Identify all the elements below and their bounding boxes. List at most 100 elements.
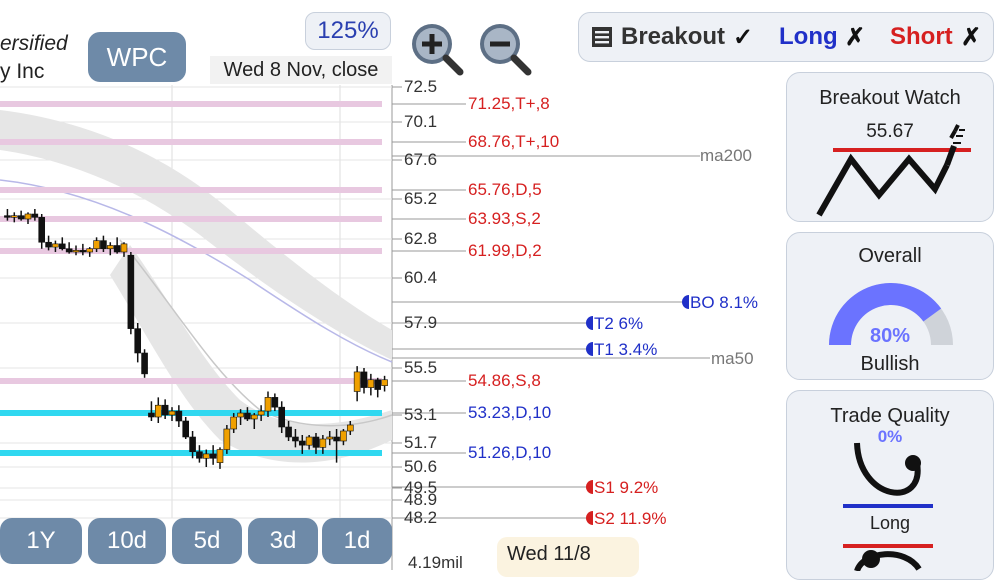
short-status-label: Short (890, 23, 953, 50)
candle-10 (72, 245, 80, 256)
support-resistance-lines (0, 101, 710, 519)
candle-41 (285, 421, 292, 441)
candle-1 (10, 212, 18, 223)
overall-gauge (829, 283, 953, 345)
candle-7 (52, 240, 59, 252)
marker-dot-3 (586, 480, 593, 494)
candle-6 (45, 235, 52, 251)
long-status-label: Long (779, 23, 838, 50)
overall-verdict: Bullish (860, 353, 920, 375)
candle-40 (278, 401, 286, 433)
price-tick-7: 55.5 (404, 358, 438, 377)
price-tick-3: 65.2 (404, 189, 438, 208)
candle-46 (319, 435, 327, 454)
level-label-2: 65.76,D,5 (468, 180, 542, 199)
overall-title: Overall (858, 245, 922, 267)
candle-24 (168, 407, 176, 421)
candle-26 (182, 417, 190, 439)
breakout-watch-value: 55.67 (866, 121, 914, 142)
marker-dot-1 (586, 316, 593, 330)
candle-30 (209, 445, 217, 465)
candle-48 (333, 429, 340, 463)
candle-47 (326, 431, 334, 446)
candle-28 (196, 445, 203, 463)
zoom-in-icon[interactable] (406, 20, 466, 80)
breakout-watch-panel[interactable]: Breakout Watch 55.67 (786, 72, 994, 222)
level-label-0: 71.25,T+,8 (468, 94, 550, 113)
long-cross-icon: ✗ (845, 24, 866, 51)
candle-38 (264, 391, 272, 417)
overall-percent: 80% (869, 325, 911, 347)
candle-13 (93, 237, 100, 252)
price-tick-11: 49.5 (404, 478, 438, 497)
candle-55 (381, 375, 388, 392)
breakout-check-icon: ✓ (733, 24, 754, 51)
target-markers (586, 295, 689, 525)
candle-27 (189, 431, 196, 459)
candle-8 (58, 237, 66, 251)
candle-34 (237, 409, 244, 425)
zoom-level-badge[interactable]: 125% (305, 12, 391, 50)
candle-53 (367, 373, 375, 396)
candle-17 (120, 242, 128, 257)
candle-32 (223, 425, 231, 454)
ma50-label: ma50 (711, 349, 754, 368)
marker-dot-0 (682, 295, 689, 309)
candle-29 (202, 449, 210, 467)
candle-39 (271, 393, 279, 412)
price-tick-13: 48.2 (404, 508, 438, 527)
target1-label: T1 3.4% (594, 340, 658, 359)
price-tick-12: 48.9 (404, 490, 438, 509)
signal-status-bar[interactable]: Breakout ✓ Long ✗ Short ✗ (578, 12, 994, 62)
breakout-target-label: BO 8.1% (690, 293, 759, 312)
candle-52 (360, 368, 368, 394)
price-tick-6: 57.9 (404, 313, 438, 332)
timeframe-1d-button[interactable]: 1d (322, 518, 392, 564)
candle-37 (257, 405, 265, 421)
candle-51 (353, 366, 361, 402)
price-tick-0: 72.5 (404, 77, 438, 96)
level-label-5: 54.86,S,8 (468, 371, 541, 390)
timeframe-3d-button[interactable]: 3d (248, 518, 318, 564)
list-icon (592, 27, 612, 47)
cup-pattern-icon (843, 442, 933, 571)
candle-23 (161, 399, 169, 419)
level-label-4: 61.99,D,2 (468, 241, 542, 260)
trade-quality-panel[interactable]: Trade Quality 0% Long (786, 390, 994, 580)
level-label-7: 51.26,D,10 (468, 443, 552, 462)
marker-dot-4 (586, 511, 593, 525)
candle-0 (4, 209, 11, 221)
candle-9 (65, 242, 73, 254)
candle-21 (148, 401, 155, 421)
zoom-out-icon[interactable] (474, 20, 534, 80)
candle-2 (17, 210, 25, 221)
candle-35 (244, 407, 251, 421)
price-tick-9: 51.7 (404, 433, 438, 452)
candle-20 (141, 349, 148, 378)
candle-25 (175, 405, 183, 427)
candle-3 (24, 212, 32, 224)
overall-panel[interactable]: Overall 80% Bullish (786, 232, 994, 380)
ticker-button[interactable]: WPC (88, 32, 186, 82)
candle-15 (106, 242, 114, 256)
cursor-date-tag: Wed 11/8 (497, 537, 639, 577)
breakout-status-label: Breakout (621, 23, 726, 50)
price-tick-10: 50.6 (404, 457, 438, 476)
marker-dot-2 (586, 342, 593, 356)
trade-quality-title: Trade Quality (830, 405, 950, 427)
candle-5 (38, 214, 46, 249)
price-tick-4: 62.8 (404, 229, 438, 248)
chart-date-label: Wed 8 Nov, close (210, 56, 392, 84)
candle-44 (305, 435, 313, 450)
candle-31 (216, 447, 224, 469)
timeframe-5d-button[interactable]: 5d (172, 518, 242, 564)
price-tick-1: 70.1 (404, 112, 438, 131)
zigzag-breakout-icon (816, 124, 971, 217)
stop1-label: S1 9.2% (594, 478, 659, 497)
candle-36 (250, 413, 258, 429)
timeframe-10d-button[interactable]: 10d (88, 518, 166, 564)
company-name-line2: y Inc (0, 60, 45, 83)
timeframe-1y-button[interactable]: 1Y (0, 518, 82, 564)
company-name: ersified (0, 32, 68, 55)
